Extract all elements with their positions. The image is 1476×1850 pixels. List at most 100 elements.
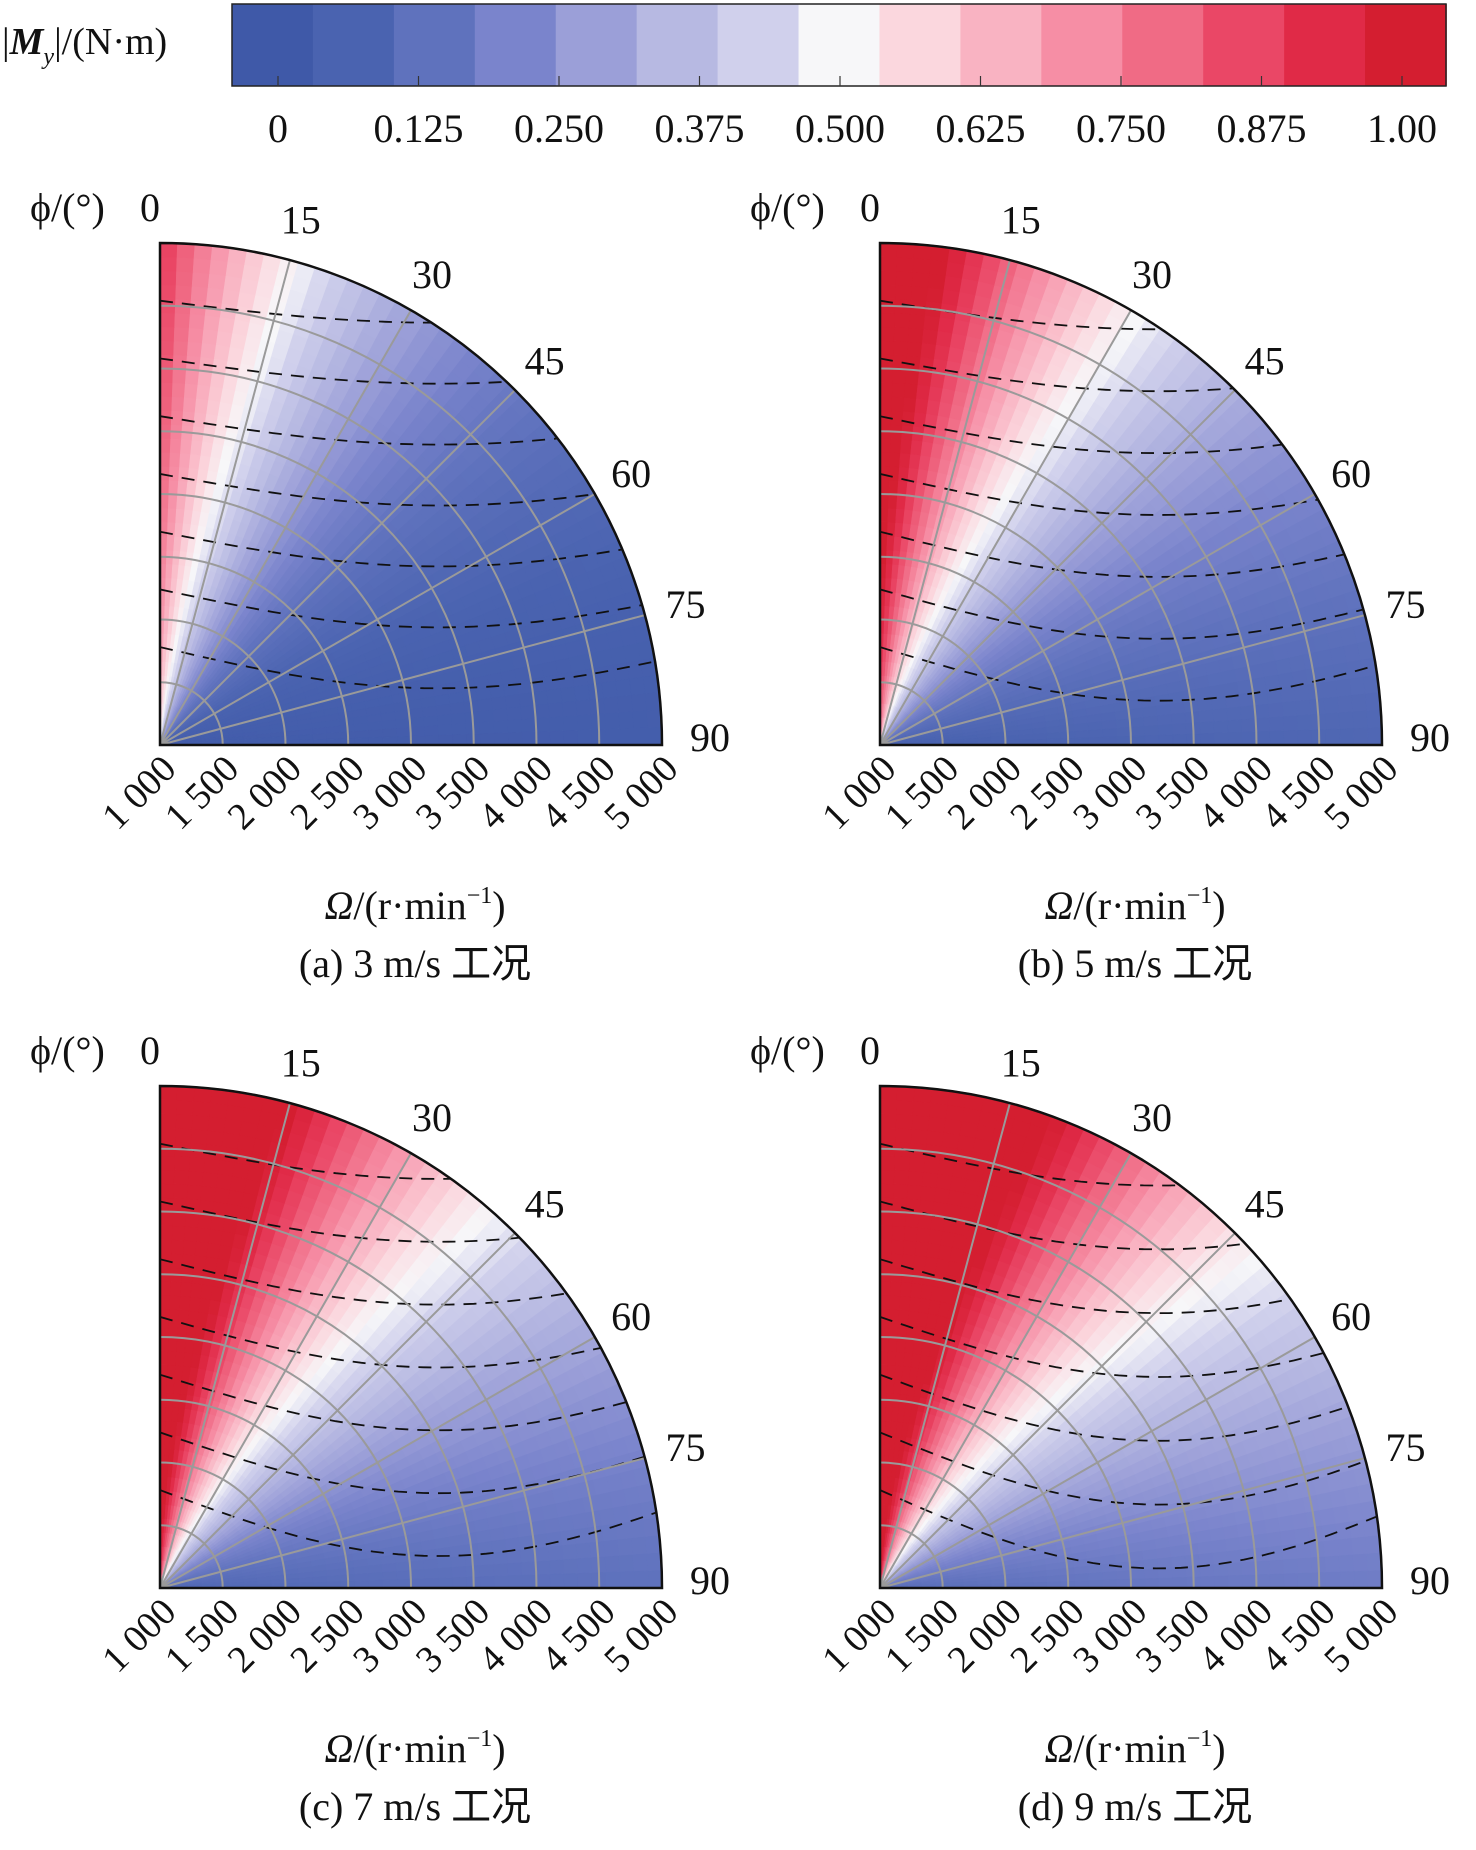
heatmap-cell xyxy=(1046,725,1062,734)
speed-gridline xyxy=(879,618,1007,746)
heatmap-cell xyxy=(172,1197,188,1213)
heatmap-cell xyxy=(437,1567,454,1579)
contour-line xyxy=(880,530,1382,578)
heatmap-cell xyxy=(183,382,199,399)
heatmap-cell xyxy=(160,1322,170,1338)
angle-tick-label: 75 xyxy=(665,582,705,627)
heatmap-cell xyxy=(1129,716,1145,728)
heatmap-cell xyxy=(201,328,219,345)
heatmap-cell xyxy=(1142,705,1158,718)
heatmap-cell xyxy=(935,330,953,348)
heatmap-cell xyxy=(880,465,891,481)
heatmap-cell xyxy=(903,382,919,399)
heatmap-cell xyxy=(451,1566,467,1579)
heatmap-cell xyxy=(1046,732,1062,740)
heatmap-cell xyxy=(906,341,923,358)
heatmap-cell xyxy=(160,382,174,397)
colorbar-cell xyxy=(717,4,800,86)
heatmap-cell xyxy=(1198,709,1215,723)
heatmap-cell xyxy=(1128,707,1144,720)
heatmap-cell xyxy=(475,686,492,701)
speed-tick-label: 4 500 xyxy=(533,748,623,838)
heatmap-cell xyxy=(194,1240,209,1257)
heatmap-cell xyxy=(326,732,342,740)
heatmap-cell xyxy=(160,1127,177,1143)
heatmap-cell xyxy=(478,709,495,723)
heatmap-cell xyxy=(520,705,536,721)
heatmap-cell xyxy=(185,1198,202,1214)
heatmap-cell xyxy=(921,328,939,345)
heatmap-cell xyxy=(1238,692,1255,708)
heatmap-cell xyxy=(929,259,949,276)
speed-tick-label: 3 500 xyxy=(1128,748,1218,838)
heatmap-cell xyxy=(926,287,945,304)
heatmap-cell xyxy=(172,368,187,384)
heatmap-cell xyxy=(410,726,426,737)
heatmap-cell xyxy=(502,1524,520,1540)
contour-line xyxy=(880,588,1382,640)
heatmap-cell xyxy=(1325,728,1341,745)
heatmap-cell xyxy=(299,739,314,745)
heatmap-cell xyxy=(353,722,370,732)
angle-tick-label: 60 xyxy=(1331,451,1371,496)
heatmap-cell xyxy=(396,1578,412,1588)
heatmap-cell xyxy=(889,438,902,454)
angle-tick-label: 60 xyxy=(611,451,651,496)
heatmap-cell xyxy=(438,1577,454,1588)
angle-tick-label: 45 xyxy=(525,338,565,383)
heatmap-cell xyxy=(880,284,897,300)
heatmap-cell xyxy=(1240,705,1256,721)
heatmap-cell xyxy=(174,1155,191,1172)
heatmap-cell xyxy=(1339,728,1355,745)
heatmap-cell xyxy=(217,316,236,334)
heatmap-cell xyxy=(160,1155,176,1171)
colorbar-cell xyxy=(232,4,314,86)
heatmap-cell xyxy=(424,1577,440,1588)
heatmap-cell xyxy=(173,1169,190,1185)
heatmap-cell xyxy=(546,1531,563,1548)
heatmap-cell xyxy=(549,1573,565,1588)
heatmap-cell xyxy=(891,382,906,398)
angle-tick-label: 45 xyxy=(1245,338,1285,383)
heatmap-cell xyxy=(160,479,170,495)
panel-caption: (b) 5 m/s 工况 xyxy=(1018,941,1252,986)
heatmap-cell xyxy=(647,727,662,745)
heatmap-cell xyxy=(173,326,190,342)
heatmap-cell xyxy=(284,1577,300,1584)
heatmap-cell xyxy=(880,437,892,453)
heatmap-cell xyxy=(927,273,947,290)
heatmap-cell xyxy=(326,738,342,745)
heatmap-cell xyxy=(180,1281,193,1298)
heatmap-cell xyxy=(409,1559,425,1571)
heatmap-cell xyxy=(1227,719,1243,734)
heatmap-cell xyxy=(619,1571,635,1588)
heatmap-cell xyxy=(561,700,578,718)
heatmap-cell xyxy=(507,1562,523,1577)
heatmap-cell xyxy=(1144,734,1160,745)
contour-line xyxy=(160,473,662,507)
heatmap-cell xyxy=(175,270,194,287)
heatmap-cell xyxy=(197,1213,213,1230)
heatmap-cell xyxy=(206,287,225,304)
heatmap-cell xyxy=(178,1309,190,1325)
heatmap-cell xyxy=(312,738,328,745)
polar-frame xyxy=(158,241,664,747)
heatmap-cell xyxy=(480,1575,496,1588)
heatmap-cell xyxy=(312,1581,328,1588)
heatmap-cell xyxy=(629,676,646,696)
heatmap-cell xyxy=(182,410,196,427)
colorbar-tick-label: 0.375 xyxy=(655,106,745,151)
heatmap-cell xyxy=(187,1170,205,1187)
heatmap-cell xyxy=(1157,724,1174,736)
heatmap-cell xyxy=(880,270,897,286)
heatmap-cell xyxy=(914,397,929,414)
heatmap-cell xyxy=(326,725,342,734)
heatmap-cell xyxy=(1073,722,1090,732)
heatmap-cell xyxy=(206,1130,225,1147)
heatmap-cell xyxy=(394,709,410,721)
heatmap-cell xyxy=(937,316,956,334)
heatmap-cell xyxy=(221,288,241,306)
heatmap-cell xyxy=(887,507,897,523)
heatmap-field xyxy=(880,243,1382,745)
